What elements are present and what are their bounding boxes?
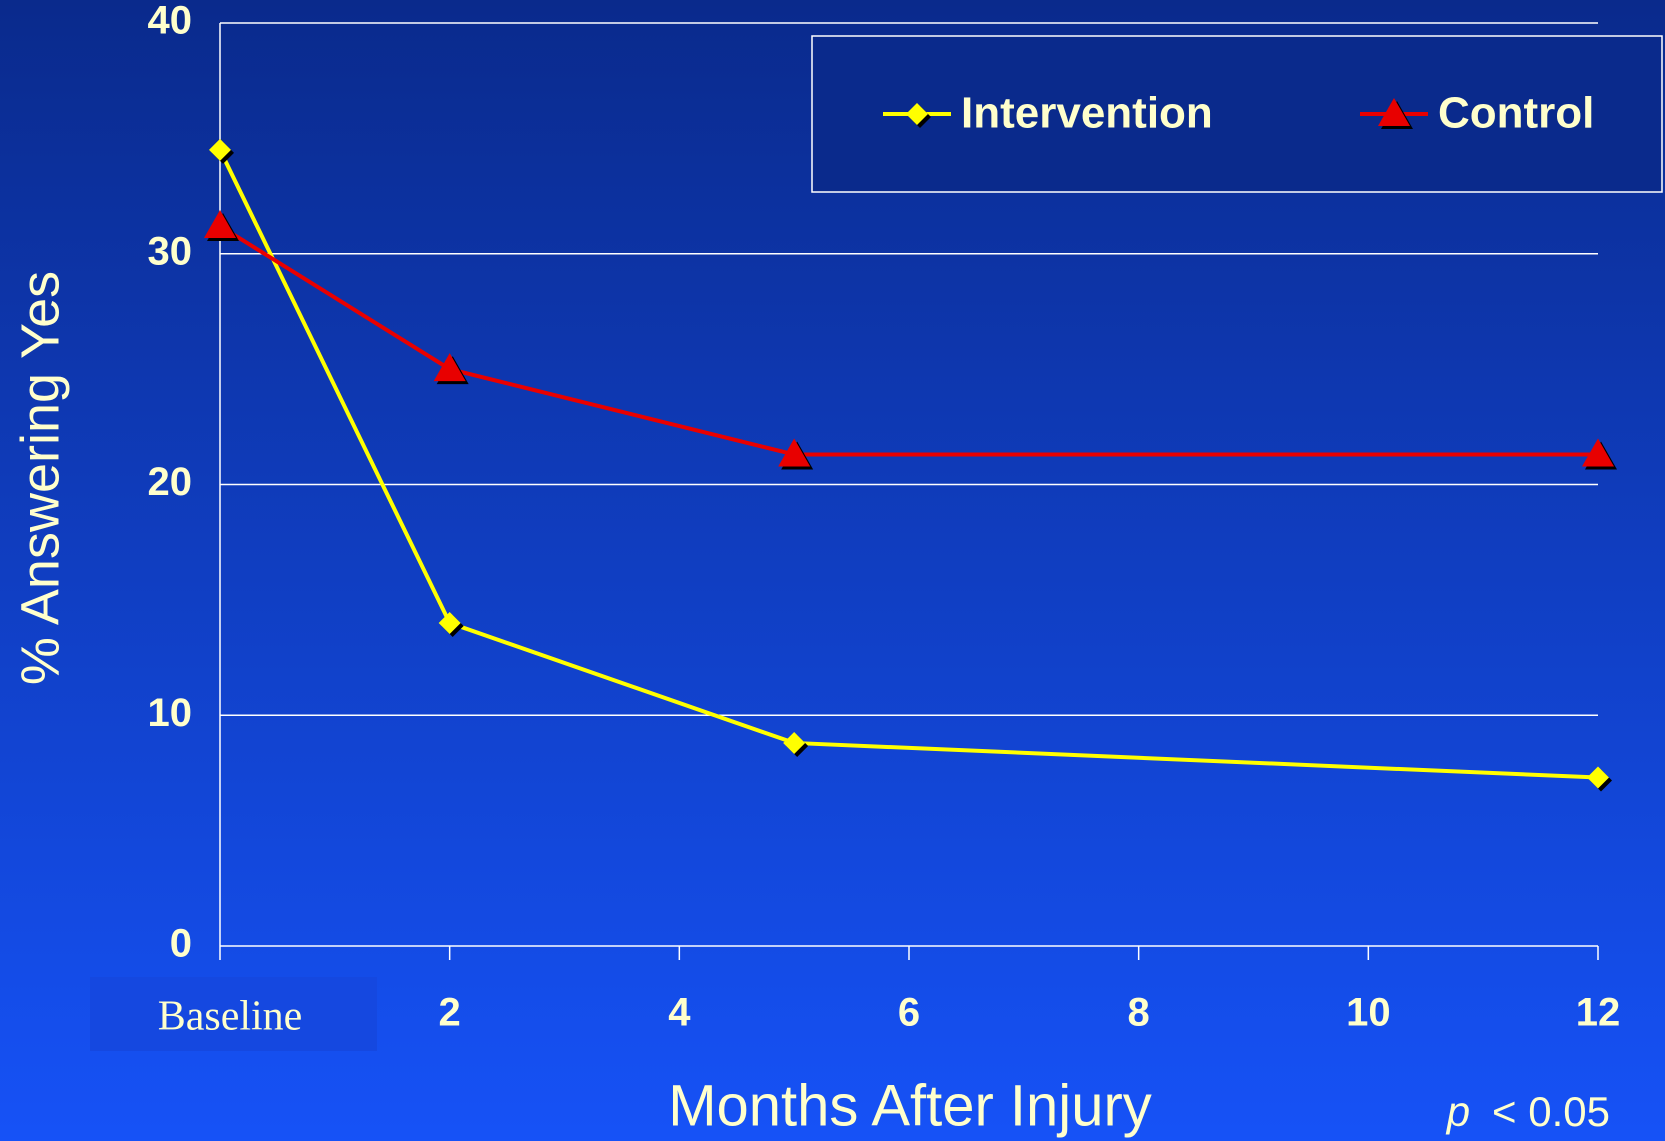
y-tick-label: 40: [148, 0, 193, 43]
y-tick-label: 0: [170, 922, 192, 966]
legend-marker: [1378, 98, 1413, 129]
x-tick-label: 10: [1346, 991, 1391, 1035]
marker-shape: [1378, 98, 1410, 126]
legend-label: Intervention: [961, 89, 1213, 138]
legend-marker: [906, 103, 931, 128]
x-tick-label: 2: [439, 991, 461, 1035]
y-tick-label: 10: [148, 691, 193, 735]
data-point: [783, 731, 809, 757]
marker-shape: [906, 103, 928, 125]
x-tick-label-box: [90, 977, 377, 1051]
data-point: [778, 438, 814, 470]
legend-box: [811, 35, 1663, 193]
marker-shape: [1582, 438, 1614, 467]
marker-shape: [204, 210, 236, 239]
marker-shape: [783, 731, 806, 754]
series-line: [218, 224, 1598, 457]
x-tick-label: 6: [898, 991, 920, 1035]
data-point: [1587, 766, 1612, 792]
marker-shape: [438, 611, 461, 634]
series-line: [218, 149, 1599, 780]
x-tick-label: 4: [668, 991, 691, 1035]
marker-shape: [433, 353, 466, 382]
y-axis-title: % Answering Yes: [10, 271, 70, 685]
data-point: [204, 210, 239, 242]
y-tick-label: 30: [148, 229, 193, 273]
data-point: [1582, 438, 1617, 470]
data-point: [209, 138, 234, 164]
legend-label: Control: [1438, 89, 1594, 138]
x-axis-title: Months After Injury: [668, 1073, 1152, 1138]
x-tick-label: 8: [1128, 991, 1150, 1035]
x-tick-label: 12: [1576, 991, 1621, 1035]
annotation-p: p: [1445, 1088, 1470, 1135]
marker-shape: [209, 138, 231, 161]
x-tick-label: Baseline: [158, 994, 303, 1040]
annotation: p < 0.05: [1445, 1088, 1610, 1135]
marker-shape: [778, 438, 811, 467]
annotation-value: < 0.05: [1492, 1088, 1610, 1135]
y-tick-label: 20: [148, 460, 193, 504]
data-point: [438, 611, 464, 637]
data-point: [433, 353, 469, 385]
marker-shape: [1587, 766, 1609, 789]
